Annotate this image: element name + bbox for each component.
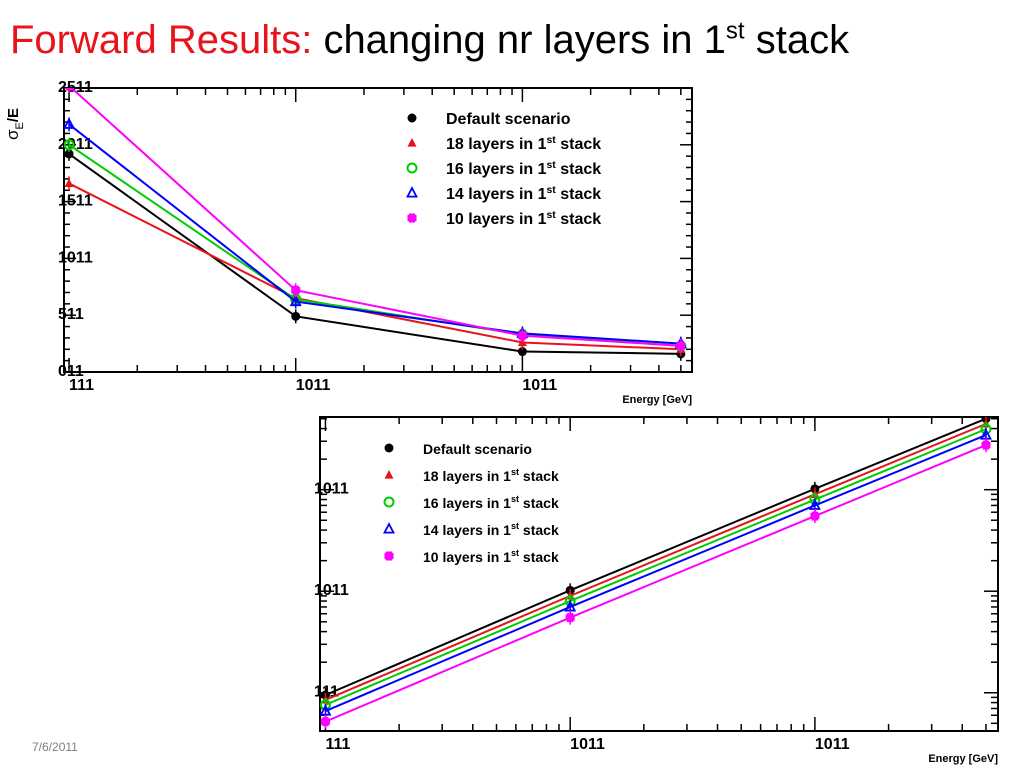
legend-marker-l16 [406, 162, 418, 174]
legend-marker-l14 [383, 522, 395, 534]
series-line-l10 [70, 88, 681, 347]
middle: 1011 [296, 377, 331, 394]
legend-marker-l18 [384, 470, 394, 479]
legend-label-l18: 18 layers in 1st stack [423, 467, 559, 484]
data-point-l16 [64, 139, 75, 151]
data-point-l14 [289, 294, 302, 307]
legend: Default scenario 18 layers in 1st stack 16… [406, 111, 601, 228]
data-point-l10-cross [519, 331, 526, 341]
legend-marker-l18 [407, 138, 417, 147]
legend-label-l10: 10 layers in 1st stack [423, 548, 559, 565]
data-point-l10 [320, 717, 330, 727]
series-line-l14 [68, 123, 681, 345]
legend-marker-default [407, 113, 417, 123]
legend-label-default: Default scenario [423, 441, 532, 457]
title-superscript: st [725, 17, 745, 45]
data-point-l14 [808, 498, 821, 510]
plot-frame [319, 416, 999, 732]
legend-marker-default [384, 443, 394, 453]
data-point-l14 [64, 117, 76, 129]
data-point-l10-cross [982, 440, 990, 450]
data-point-l10 [517, 331, 527, 341]
data-point-l10-cross [811, 511, 819, 521]
series-line-l18 [68, 182, 681, 351]
y-axis-ticks [320, 417, 998, 725]
legend-marker-l14 [406, 186, 418, 198]
middle: 111 [69, 377, 94, 394]
data-point-l14 [564, 600, 577, 612]
data-point-default [517, 347, 527, 357]
legend-label-l18: 18 layers in 1st stack [446, 135, 601, 153]
title-main: changing nr layers in 1 [323, 18, 726, 62]
series-l10 [64, 88, 686, 353]
legend-marker-l10-cross [385, 551, 393, 561]
end: 1511 [58, 193, 93, 210]
legend-label-l16: 16 layers in 1st stack [423, 494, 559, 511]
legend-marker-l10-cross [408, 213, 416, 223]
legend: Default scenario 18 layers in 1st stack 16… [383, 441, 559, 565]
data-point-l10-cross [292, 285, 299, 295]
legend-marker-l10 [407, 213, 417, 223]
data-point-l10 [565, 613, 575, 623]
legend-label-default: Default scenario [446, 111, 571, 128]
data-point-l10 [64, 88, 74, 91]
plot-frame [63, 87, 693, 373]
legend-label-l14: 14 layers in 1st stack [446, 185, 601, 203]
series-line-default [68, 153, 681, 355]
data-point-l18 [64, 178, 74, 188]
series-line-l18 [325, 422, 987, 701]
data-point-l10 [981, 440, 991, 450]
title-tail: stack [755, 18, 850, 62]
middle: 111 [325, 736, 350, 753]
data-point-l10-cross [567, 613, 574, 623]
x-axis-label: Energy [GeV] [622, 394, 692, 406]
end: 1011 [314, 481, 349, 498]
y-axis-label: σE/E [3, 108, 26, 140]
middle: 1011 [522, 377, 557, 394]
slide-date: 7/6/2011 [32, 740, 78, 754]
data-point-l10-cross [322, 717, 329, 727]
end: 1011 [314, 582, 349, 599]
end: 2511 [58, 79, 93, 96]
data-point-l10 [676, 341, 686, 351]
middle: 1011 [570, 736, 605, 753]
legend-label-l14: 14 layers in 1st stack [423, 521, 559, 538]
data-point-default [64, 149, 74, 159]
series-line-l10 [325, 444, 987, 723]
x-axis-label: Energy [GeV] [928, 753, 998, 765]
series-line-l14 [325, 434, 987, 712]
data-point-l10-cross [65, 88, 73, 91]
legend-marker-l10 [384, 551, 394, 561]
end: 1011 [58, 249, 93, 266]
series-l10 [320, 438, 991, 729]
legend-label-l16: 16 layers in 1st stack [446, 160, 601, 178]
title-highlight: Forward Results: [10, 18, 313, 62]
data-point-l10 [291, 285, 301, 295]
data-point-l10-cross [677, 341, 684, 351]
middle: 1011 [815, 736, 850, 753]
end: 511 [58, 306, 84, 323]
end: 011 [58, 363, 84, 380]
legend-marker-l16 [383, 496, 395, 508]
data-point-l10 [810, 511, 820, 521]
slide-title: Forward Results: changing nr layers in 1… [10, 18, 849, 63]
resolution-chart: 111 1011 10110115111011151120112511Energy … [3, 79, 693, 406]
series-line-l16 [325, 428, 987, 706]
legend-label-l10: 10 layers in 1st stack [446, 210, 601, 228]
data-point-default [291, 311, 301, 321]
series-line-default [325, 417, 987, 696]
